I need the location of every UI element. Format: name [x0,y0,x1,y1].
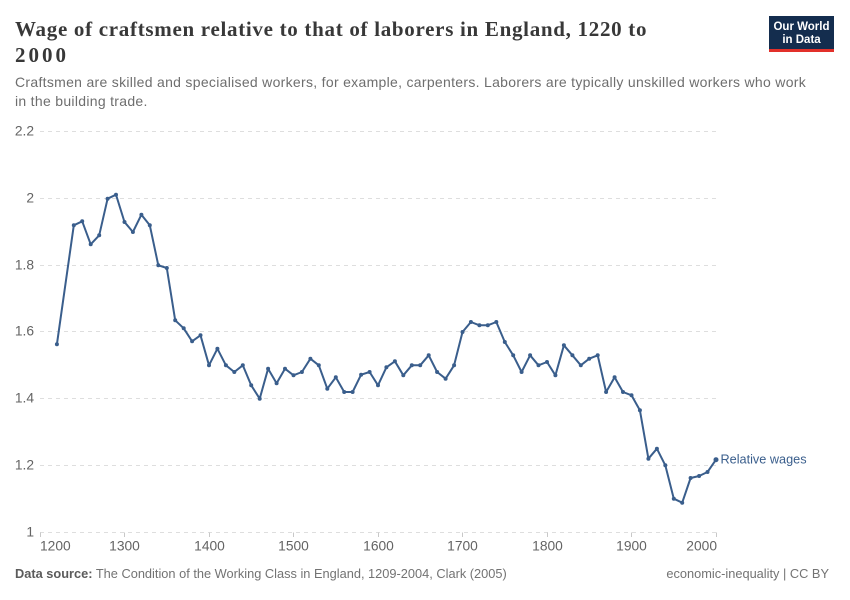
svg-text:2000: 2000 [686,539,717,554]
svg-text:1400: 1400 [194,539,225,554]
svg-text:2: 2 [26,191,34,206]
svg-text:Relative wages: Relative wages [721,453,807,467]
svg-text:1700: 1700 [447,539,478,554]
svg-text:1.6: 1.6 [15,324,35,339]
svg-text:1500: 1500 [278,539,309,554]
svg-text:1900: 1900 [616,539,647,554]
svg-text:1300: 1300 [109,539,140,554]
svg-text:1800: 1800 [532,539,563,554]
svg-text:1.2: 1.2 [15,458,34,473]
svg-text:1200: 1200 [40,539,71,554]
svg-text:1: 1 [26,525,34,540]
svg-text:1600: 1600 [363,539,394,554]
svg-text:2.2: 2.2 [15,124,34,139]
svg-text:1.8: 1.8 [15,258,35,273]
svg-text:1.4: 1.4 [15,391,35,406]
